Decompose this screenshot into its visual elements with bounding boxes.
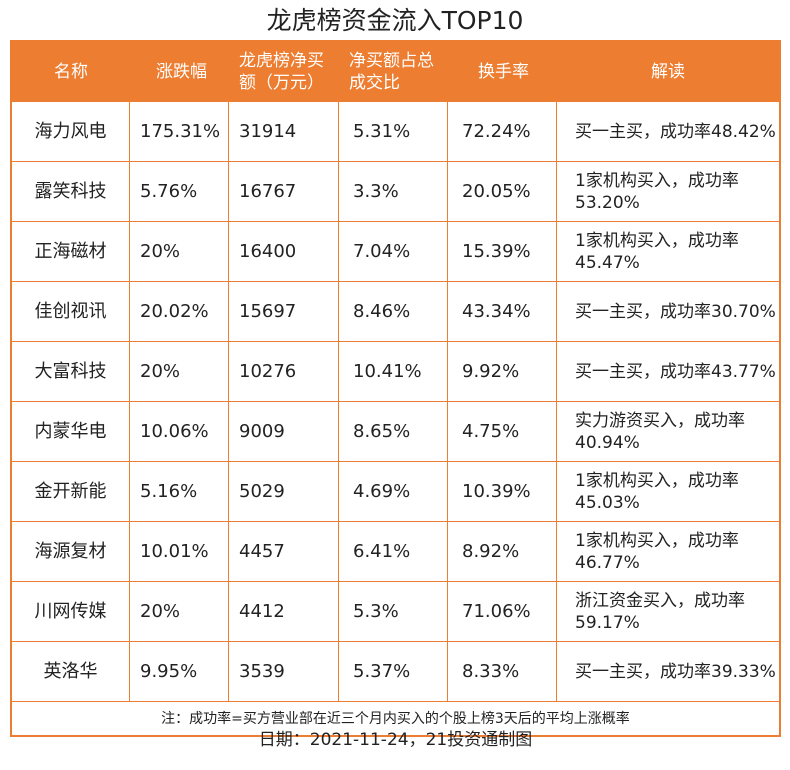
date-credit: 日期：2021-11-24，21投资通制图 bbox=[258, 730, 533, 750]
turnover: 8.33% bbox=[448, 642, 557, 701]
change-pct: 5.76% bbox=[130, 162, 229, 221]
header-turnover: 换手率 bbox=[478, 61, 529, 82]
net-buy: 3539 bbox=[229, 642, 339, 701]
table-row: 海力风电 175.31% 31914 5.31% 72.24% 买一主买，成功率48.42… bbox=[12, 102, 779, 162]
change-pct: 20% bbox=[130, 222, 229, 281]
net-ratio: 10.41% bbox=[339, 342, 448, 401]
table-row: 英洛华 9.95% 3539 5.37% 8.33% 买一主买，成功率39.33% bbox=[12, 642, 779, 702]
turnover: 72.24% bbox=[448, 102, 557, 161]
interpretation: 买一主买，成功率30.70% bbox=[575, 301, 776, 322]
net-buy: 16767 bbox=[229, 162, 339, 221]
net-buy: 9009 bbox=[229, 402, 339, 461]
net-ratio: 4.69% bbox=[339, 462, 448, 521]
net-buy: 16400 bbox=[229, 222, 339, 281]
net-ratio: 5.37% bbox=[339, 642, 448, 701]
net-ratio: 8.65% bbox=[339, 402, 448, 461]
table-row: 露笑科技 5.76% 16767 3.3% 20.05% 1家机构买入，成功率53.20% bbox=[12, 162, 779, 222]
change-pct: 20.02% bbox=[130, 282, 229, 341]
turnover: 71.06% bbox=[448, 582, 557, 641]
turnover: 9.92% bbox=[448, 342, 557, 401]
net-buy: 4457 bbox=[229, 522, 339, 581]
stock-name: 露笑科技 bbox=[12, 162, 130, 221]
net-buy: 4412 bbox=[229, 582, 339, 641]
interpretation: 买一主买，成功率43.77% bbox=[575, 361, 776, 382]
turnover: 10.39% bbox=[448, 462, 557, 521]
interpretation: 1家机构买入，成功率53.20% bbox=[575, 170, 739, 213]
turnover: 43.34% bbox=[448, 282, 557, 341]
header-change: 涨跌幅 bbox=[156, 61, 207, 82]
stock-name: 海源复材 bbox=[12, 522, 130, 581]
net-ratio: 5.3% bbox=[339, 582, 448, 641]
change-pct: 5.16% bbox=[130, 462, 229, 521]
net-buy: 31914 bbox=[229, 102, 339, 161]
stock-name: 大富科技 bbox=[12, 342, 130, 401]
table-footer: 注：成功率=买方营业部在近三个月内买入的个股上榜3天后的平均上涨概率 日期：20… bbox=[12, 702, 779, 752]
interpretation: 实力游资买入，成功率40.94% bbox=[575, 410, 745, 453]
net-buy: 15697 bbox=[229, 282, 339, 341]
change-pct: 9.95% bbox=[130, 642, 229, 701]
turnover: 4.75% bbox=[448, 402, 557, 461]
interpretation: 1家机构买入，成功率46.77% bbox=[575, 530, 739, 573]
turnover: 15.39% bbox=[448, 222, 557, 281]
stock-name: 金开新能 bbox=[12, 462, 130, 521]
interpretation: 1家机构买入，成功率45.03% bbox=[575, 470, 739, 513]
interpretation: 买一主买，成功率39.33% bbox=[575, 661, 776, 682]
turnover: 20.05% bbox=[448, 162, 557, 221]
stock-name: 内蒙华电 bbox=[12, 402, 130, 461]
stock-name: 佳创视讯 bbox=[12, 282, 130, 341]
stock-name: 海力风电 bbox=[12, 102, 130, 161]
table-row: 海源复材 10.01% 4457 6.41% 8.92% 1家机构买入，成功率46.77% bbox=[12, 522, 779, 582]
change-pct: 10.06% bbox=[130, 402, 229, 461]
interpretation: 1家机构买入，成功率45.47% bbox=[575, 230, 739, 273]
change-pct: 20% bbox=[130, 582, 229, 641]
table-row: 川网传媒 20% 4412 5.3% 71.06% 浙江资金买入，成功率59.17% bbox=[12, 582, 779, 642]
net-buy: 5029 bbox=[229, 462, 339, 521]
table-row: 内蒙华电 10.06% 9009 8.65% 4.75% 实力游资买入，成功率40.94% bbox=[12, 402, 779, 462]
net-ratio: 7.04% bbox=[339, 222, 448, 281]
net-ratio: 5.31% bbox=[339, 102, 448, 161]
stock-name: 川网传媒 bbox=[12, 582, 130, 641]
interpretation: 浙江资金买入，成功率59.17% bbox=[575, 590, 745, 633]
change-pct: 20% bbox=[130, 342, 229, 401]
table-row: 金开新能 5.16% 5029 4.69% 10.39% 1家机构买入，成功率45.03% bbox=[12, 462, 779, 522]
header-net-ratio: 净买额占总成交比 bbox=[349, 50, 434, 93]
page-title: 龙虎榜资金流入TOP10 bbox=[266, 6, 524, 35]
table-header: 名称 涨跌幅 龙虎榜净买额（万元） 净买额占总成交比 换手率 解读 bbox=[12, 42, 779, 102]
table-row: 大富科技 20% 10276 10.41% 9.92% 买一主买，成功率43.77% bbox=[12, 342, 779, 402]
table-row: 佳创视讯 20.02% 15697 8.46% 43.34% 买一主买，成功率30.70% bbox=[12, 282, 779, 342]
stock-name: 英洛华 bbox=[12, 642, 130, 701]
interpretation: 买一主买，成功率48.42% bbox=[575, 121, 776, 142]
header-name: 名称 bbox=[54, 61, 88, 82]
header-net-buy: 龙虎榜净买额（万元） bbox=[239, 50, 324, 93]
net-buy: 10276 bbox=[229, 342, 339, 401]
net-ratio: 3.3% bbox=[339, 162, 448, 221]
net-ratio: 6.41% bbox=[339, 522, 448, 581]
data-table: 名称 涨跌幅 龙虎榜净买额（万元） 净买额占总成交比 换手率 解读 海力风电 17… bbox=[10, 40, 781, 750]
header-interpretation: 解读 bbox=[651, 61, 685, 82]
net-ratio: 8.46% bbox=[339, 282, 448, 341]
table-row: 正海磁材 20% 16400 7.04% 15.39% 1家机构买入，成功率45.47% bbox=[12, 222, 779, 282]
change-pct: 10.01% bbox=[130, 522, 229, 581]
turnover: 8.92% bbox=[448, 522, 557, 581]
stock-name: 正海磁材 bbox=[12, 222, 130, 281]
footnote: 注：成功率=买方营业部在近三个月内买入的个股上榜3天后的平均上涨概率 bbox=[161, 711, 630, 727]
change-pct: 175.31% bbox=[130, 102, 229, 161]
